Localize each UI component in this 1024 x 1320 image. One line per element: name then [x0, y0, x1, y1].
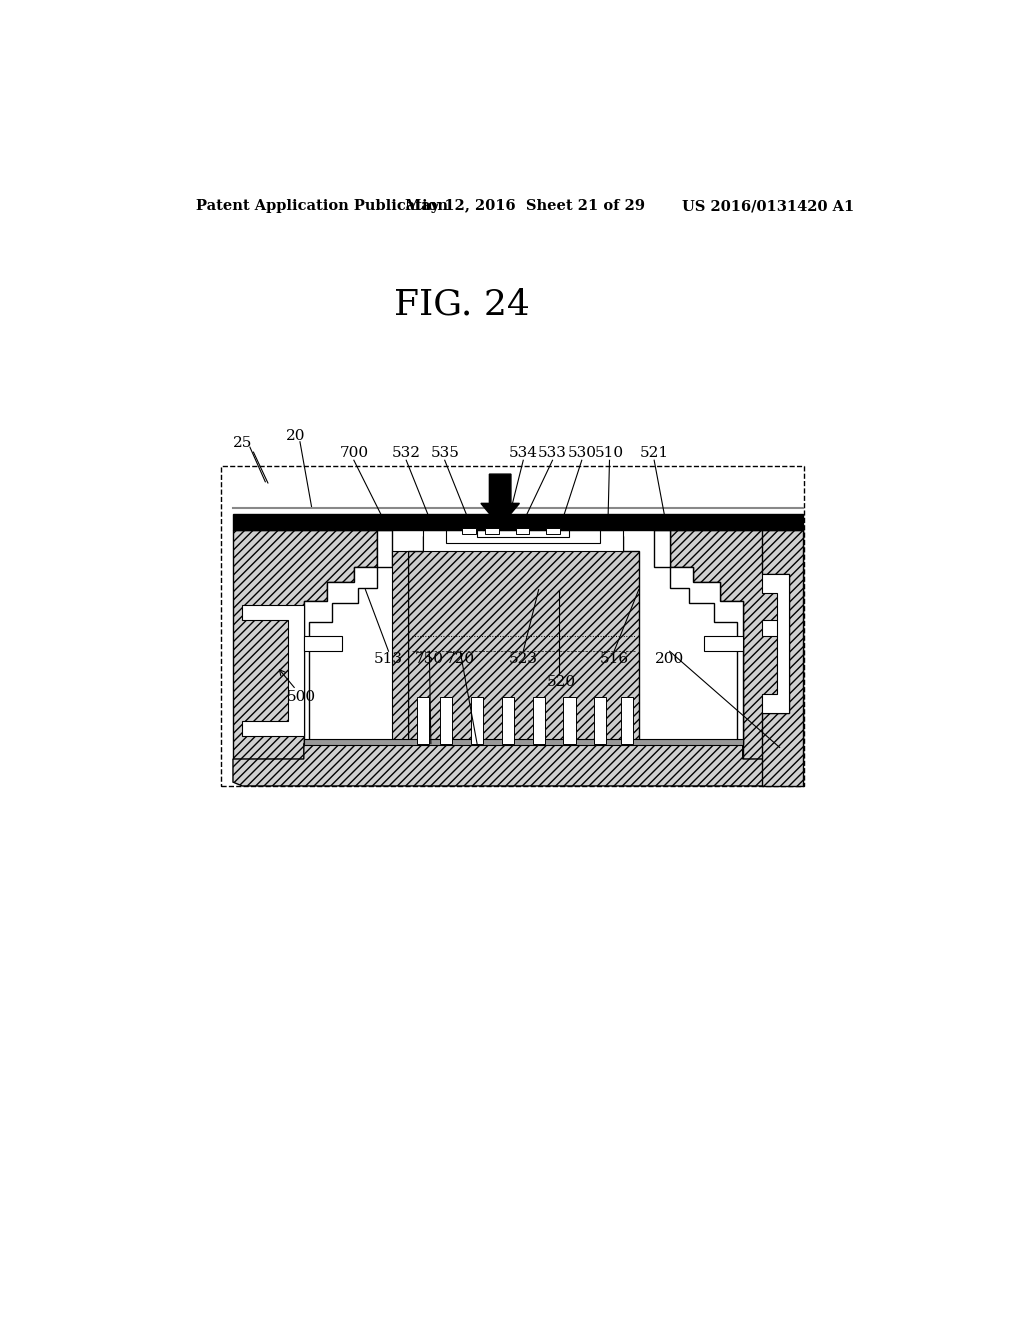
Bar: [502, 697, 514, 743]
Text: Patent Application Publication: Patent Application Publication: [196, 199, 449, 213]
Text: May 12, 2016  Sheet 21 of 29: May 12, 2016 Sheet 21 of 29: [404, 199, 645, 213]
Bar: [471, 697, 483, 743]
Text: 535: 535: [430, 446, 459, 459]
Text: 523: 523: [509, 652, 538, 665]
Text: FIG. 24: FIG. 24: [393, 288, 529, 322]
Polygon shape: [243, 605, 304, 737]
Bar: [440, 697, 453, 743]
Polygon shape: [446, 529, 600, 544]
Text: 520: 520: [547, 675, 577, 689]
Polygon shape: [392, 552, 408, 743]
Text: 521: 521: [640, 446, 669, 459]
Bar: [221, 466, 804, 785]
Bar: [594, 697, 606, 743]
Text: 532: 532: [392, 446, 421, 459]
Bar: [532, 697, 545, 743]
Polygon shape: [304, 636, 342, 651]
Polygon shape: [304, 529, 392, 743]
Bar: [462, 528, 475, 535]
Polygon shape: [705, 636, 742, 651]
Polygon shape: [423, 529, 624, 552]
Text: US 2016/0131420 A1: US 2016/0131420 A1: [682, 199, 854, 213]
Bar: [563, 697, 575, 743]
Polygon shape: [670, 529, 803, 759]
Polygon shape: [762, 529, 803, 785]
Text: 510: 510: [595, 446, 624, 459]
Text: 20: 20: [287, 429, 306, 442]
Bar: [417, 697, 429, 743]
Bar: [484, 528, 499, 535]
Text: 720: 720: [445, 652, 475, 665]
Text: 516: 516: [600, 652, 629, 665]
Text: 200: 200: [655, 652, 684, 665]
Text: 500: 500: [287, 690, 316, 705]
Bar: [547, 528, 560, 535]
Text: 25: 25: [232, 437, 252, 450]
Bar: [233, 515, 803, 529]
Polygon shape: [654, 529, 742, 743]
Text: 533: 533: [538, 446, 567, 459]
Polygon shape: [762, 620, 793, 713]
Text: 534: 534: [509, 446, 538, 459]
Bar: [304, 739, 742, 744]
FancyArrow shape: [481, 474, 519, 527]
Bar: [515, 528, 529, 535]
Text: 750: 750: [415, 652, 443, 665]
Polygon shape: [408, 536, 639, 743]
Text: 530: 530: [567, 446, 596, 459]
Text: 513: 513: [374, 652, 403, 665]
Polygon shape: [762, 574, 788, 713]
Text: 700: 700: [339, 446, 369, 459]
Polygon shape: [233, 743, 803, 785]
Bar: [621, 697, 634, 743]
Polygon shape: [233, 529, 377, 759]
